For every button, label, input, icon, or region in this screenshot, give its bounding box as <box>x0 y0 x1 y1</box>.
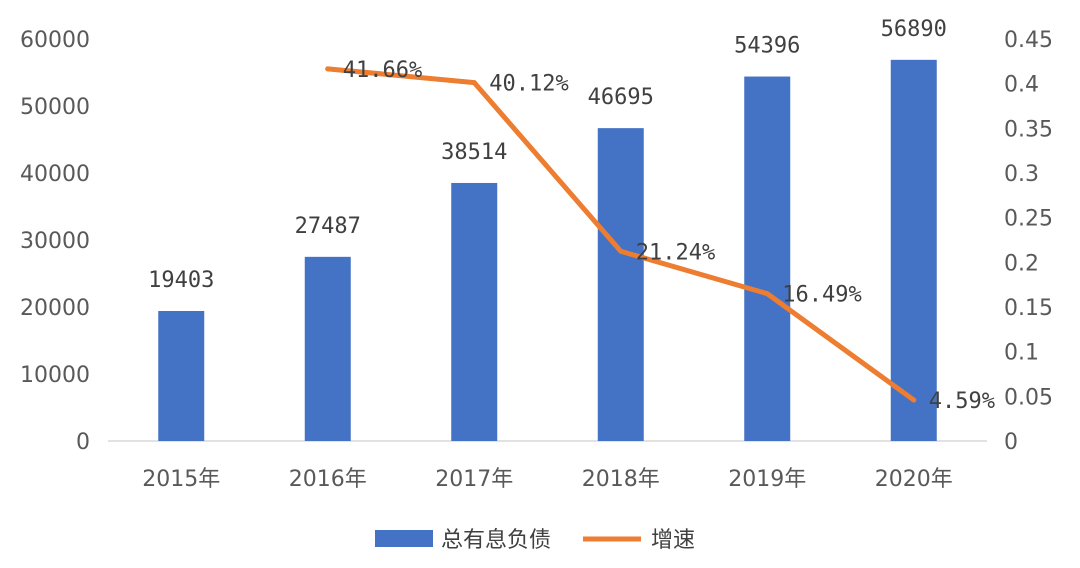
legend-label-bar: 总有息负债 <box>441 528 551 553</box>
line-data-label: 21.24% <box>636 240 715 265</box>
line-point <box>618 248 624 254</box>
bar <box>304 256 351 441</box>
bar <box>744 76 791 441</box>
x-tick-label: 2020年 <box>875 467 953 492</box>
bar-data-labels: 19403 27487 38514 46695 54396 56890 <box>148 17 947 293</box>
bar-data-label: 19403 <box>148 268 214 293</box>
right-y-axis: 0 0.05 0.1 0.15 0.2 0.25 0.3 0.35 0.4 0.45 <box>1004 28 1053 455</box>
line-data-label: 40.12% <box>489 72 568 97</box>
x-tick-label: 2019年 <box>728 467 806 492</box>
line-data-label: 16.49% <box>782 283 861 308</box>
bar <box>158 310 205 441</box>
line-point <box>911 397 917 403</box>
bar-data-label: 56890 <box>881 17 947 42</box>
x-tick-label: 2016年 <box>289 467 367 492</box>
line-data-label: 4.59% <box>929 389 995 414</box>
bar <box>451 182 498 441</box>
right-y-tick-label: 0 <box>1004 430 1018 455</box>
left-y-axis: 0 10000 20000 30000 40000 50000 60000 <box>20 28 90 455</box>
left-y-tick-label: 30000 <box>20 229 90 254</box>
right-y-tick-label: 0.35 <box>1004 117 1053 142</box>
left-y-tick-label: 60000 <box>20 28 90 53</box>
bar <box>890 59 937 441</box>
left-y-tick-label: 50000 <box>20 95 90 120</box>
x-tick-label: 2015年 <box>142 467 220 492</box>
legend: 总有息负债 增速 <box>375 528 695 553</box>
left-y-tick-label: 10000 <box>20 363 90 388</box>
left-y-tick-label: 0 <box>76 430 90 455</box>
bar-data-label: 54396 <box>734 34 800 59</box>
right-y-tick-label: 0.4 <box>1004 73 1039 98</box>
left-y-tick-label: 40000 <box>20 162 90 187</box>
right-y-tick-label: 0.45 <box>1004 28 1053 53</box>
bar-data-label: 38514 <box>441 140 507 165</box>
line-data-label: 41.66% <box>343 58 422 83</box>
right-y-tick-label: 0.15 <box>1004 296 1053 321</box>
bar-data-label: 46695 <box>588 85 654 110</box>
right-y-tick-label: 0.05 <box>1004 385 1053 410</box>
x-tick-label: 2017年 <box>435 467 513 492</box>
bar-data-label: 27487 <box>295 214 361 239</box>
legend-swatch-bar <box>375 530 433 547</box>
left-y-tick-label: 20000 <box>20 296 90 321</box>
line-point <box>764 291 770 297</box>
bar-series <box>158 59 937 441</box>
line-point <box>471 80 477 86</box>
line-data-labels: 41.66% 40.12% 21.24% 16.49% 4.59% <box>343 58 995 414</box>
right-y-tick-label: 0.2 <box>1004 251 1039 276</box>
right-y-tick-label: 0.25 <box>1004 207 1053 232</box>
bar <box>597 128 644 441</box>
right-y-tick-label: 0.1 <box>1004 341 1039 366</box>
x-tick-label: 2018年 <box>582 467 660 492</box>
x-axis: 2015年 2016年 2017年 2018年 2019年 2020年 <box>142 467 953 492</box>
right-y-tick-label: 0.3 <box>1004 162 1039 187</box>
line-series <box>325 66 917 403</box>
line-point <box>325 66 331 72</box>
legend-label-line: 增速 <box>651 528 695 553</box>
